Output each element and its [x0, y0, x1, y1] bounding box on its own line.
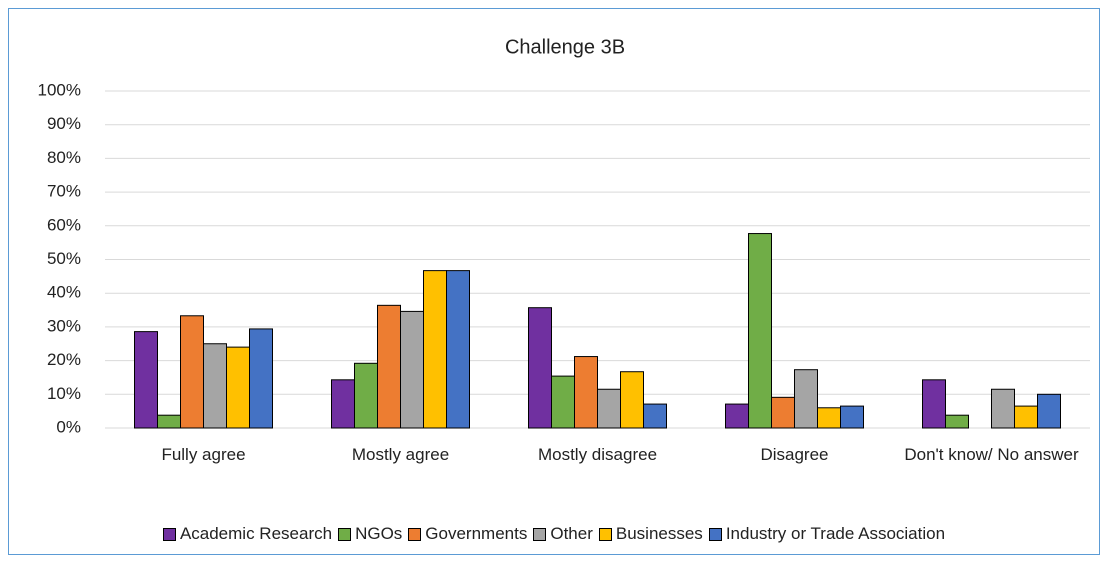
- legend-item: Other: [533, 524, 593, 544]
- legend-swatch: [708, 527, 722, 541]
- legend-item: Governments: [408, 524, 527, 544]
- y-tick-label: 0%: [56, 417, 81, 436]
- x-tick-label: Mostly agree: [351, 445, 450, 464]
- bar: [377, 304, 401, 429]
- y-tick-label: 100%: [38, 80, 81, 99]
- bar: [1014, 405, 1038, 429]
- legend-item: Businesses: [598, 524, 703, 544]
- legend: Academic Research NGOs Governments Other Bus…: [0, 524, 1108, 544]
- bar: [643, 403, 667, 429]
- bar: [840, 405, 864, 429]
- bar: [771, 396, 795, 429]
- bar: [794, 369, 818, 429]
- bar: [331, 379, 355, 429]
- legend-label: Academic Research: [179, 524, 333, 543]
- x-tick-label: Disagree: [760, 445, 829, 464]
- legend-label: NGOs: [355, 524, 403, 543]
- bar: [203, 343, 227, 429]
- y-tick-label: 60%: [47, 215, 81, 234]
- legend-swatch: [162, 527, 176, 541]
- legend-swatch: [338, 527, 352, 541]
- y-tick-label: 90%: [47, 114, 81, 133]
- legend-label: Governments: [425, 524, 528, 543]
- bar: [922, 379, 946, 429]
- y-tick-label: 80%: [47, 148, 81, 167]
- y-tick-label: 70%: [47, 182, 81, 201]
- x-tick-label: Don't know/ No answer: [904, 445, 1079, 464]
- bar: [134, 331, 158, 429]
- legend-swatch: [533, 527, 547, 541]
- legend-item: NGOs: [338, 524, 402, 544]
- y-tick-label: 20%: [47, 350, 81, 369]
- bar: [226, 346, 250, 429]
- bar: [528, 307, 552, 429]
- bar: [157, 414, 181, 429]
- bar: [748, 233, 772, 429]
- legend-swatch: [598, 527, 612, 541]
- bar: [597, 388, 621, 429]
- chart-title: Challenge 3B: [505, 36, 625, 58]
- legend-swatch: [408, 527, 422, 541]
- bar: [1037, 393, 1061, 429]
- bar: [817, 407, 841, 429]
- legend-label: Businesses: [615, 524, 703, 543]
- bar: [620, 371, 644, 429]
- y-tick-label: 40%: [47, 283, 81, 302]
- bar: [551, 375, 575, 429]
- legend-label: Industry or Trade Association: [725, 524, 946, 543]
- y-tick-label: 30%: [47, 316, 81, 335]
- bar: [400, 310, 424, 429]
- bar: [574, 356, 598, 429]
- x-tick-label: Fully agree: [161, 445, 246, 464]
- bar: [423, 270, 447, 429]
- chart-border: [8, 8, 1100, 555]
- y-tick-label: 50%: [47, 249, 81, 268]
- bar: [249, 328, 273, 429]
- legend-label: Other: [550, 524, 593, 543]
- y-tick-label: 10%: [47, 384, 81, 403]
- bar: [725, 403, 749, 429]
- bar: [446, 270, 470, 429]
- bar: [180, 315, 204, 429]
- bar: [354, 362, 378, 429]
- legend-item: Industry or Trade Association: [708, 524, 946, 544]
- bar: [991, 388, 1015, 429]
- x-tick-label: Mostly disagree: [537, 445, 658, 464]
- legend-item: Academic Research: [162, 524, 333, 544]
- bar: [945, 414, 969, 429]
